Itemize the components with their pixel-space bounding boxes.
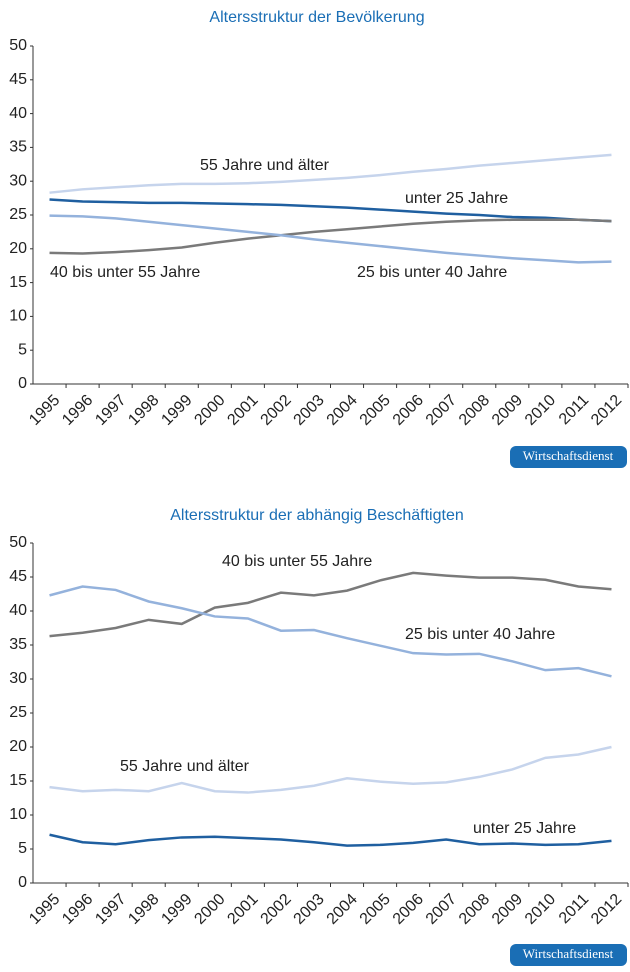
x-tick-label: 2000 xyxy=(191,891,228,928)
x-tick-label: 2001 xyxy=(224,891,261,928)
x-tick-label: 1995 xyxy=(26,891,63,928)
series-line xyxy=(49,585,612,678)
y-tick-label: 5 xyxy=(18,341,27,358)
series-label: 55 Jahre und älter xyxy=(200,157,330,174)
x-tick-label: 2008 xyxy=(456,891,493,928)
y-tick-label: 35 xyxy=(9,636,27,653)
chart: Altersstruktur der abhängig Beschäftigte… xyxy=(9,507,629,966)
x-tick-label: 1999 xyxy=(158,392,195,429)
x-tick-label: 2011 xyxy=(556,891,592,927)
y-tick-label: 15 xyxy=(9,274,27,291)
y-tick-label: 45 xyxy=(9,568,27,585)
x-tick-label: 2003 xyxy=(291,891,328,928)
series-label: 40 bis unter 55 Jahre xyxy=(222,553,372,570)
x-tick-label: 1996 xyxy=(59,392,96,429)
badge-text: Wirtschaftsdienst xyxy=(523,448,614,463)
x-tick-label: 2006 xyxy=(390,891,427,928)
x-tick-label: 1998 xyxy=(125,392,162,429)
x-tick-label: 2008 xyxy=(456,392,493,429)
x-tick-label: 2011 xyxy=(556,392,592,428)
x-tick-label: 2003 xyxy=(291,392,328,429)
series-label: unter 25 Jahre xyxy=(473,820,576,837)
series-line xyxy=(49,745,612,794)
x-tick-label: 2007 xyxy=(423,392,460,429)
y-tick-label: 0 xyxy=(18,375,27,392)
y-tick-label: 50 xyxy=(9,534,27,551)
series-line xyxy=(49,153,612,194)
series-label: unter 25 Jahre xyxy=(405,190,508,207)
badge xyxy=(510,446,627,468)
x-tick-label: 2005 xyxy=(357,392,394,429)
y-tick-label: 30 xyxy=(9,172,27,189)
y-tick-label: 35 xyxy=(9,139,27,156)
x-tick-label: 2004 xyxy=(324,392,361,429)
x-tick-label: 2012 xyxy=(588,392,625,429)
y-tick-label: 10 xyxy=(9,308,27,325)
y-tick-label: 25 xyxy=(9,206,27,223)
chart-title: Altersstruktur der abhängig Beschäftigte… xyxy=(170,507,464,524)
chart-title: Altersstruktur der Bevölkerung xyxy=(209,9,424,26)
x-tick-label: 1997 xyxy=(92,891,129,928)
y-tick-label: 30 xyxy=(9,670,27,687)
chart: Altersstruktur der Bevölkerung 0 5 10 15 20 25… xyxy=(9,9,629,468)
x-tick-label: 2012 xyxy=(588,891,625,928)
series-label: 25 bis unter 40 Jahre xyxy=(357,264,507,281)
x-tick-label: 1995 xyxy=(26,392,63,429)
series-label: 25 bis unter 40 Jahre xyxy=(405,626,555,643)
y-tick-label: 20 xyxy=(9,240,27,257)
y-tick-label: 50 xyxy=(9,37,27,54)
x-tick-label: 2007 xyxy=(423,891,460,928)
x-tick-label: 2000 xyxy=(191,392,228,429)
y-tick-label: 20 xyxy=(9,738,27,755)
y-tick-label: 5 xyxy=(18,840,27,857)
x-tick-label: 2010 xyxy=(522,891,559,928)
series-line xyxy=(49,218,612,255)
y-tick-label: 0 xyxy=(18,874,27,891)
series-label: 55 Jahre und älter xyxy=(120,758,250,775)
badge xyxy=(510,944,627,966)
x-tick-label: 2001 xyxy=(224,392,261,429)
x-tick-label: 2009 xyxy=(489,392,526,429)
x-tick-label: 2005 xyxy=(357,891,394,928)
y-tick-label: 15 xyxy=(9,772,27,789)
y-tick-label: 25 xyxy=(9,704,27,721)
y-tick-label: 40 xyxy=(9,105,27,122)
series-label: 40 bis unter 55 Jahre xyxy=(50,264,200,281)
y-tick-label: 40 xyxy=(9,602,27,619)
x-tick-label: 1996 xyxy=(59,891,96,928)
x-tick-label: 2004 xyxy=(324,891,361,928)
x-tick-label: 2010 xyxy=(522,392,559,429)
series-line xyxy=(49,833,612,847)
x-tick-label: 1998 xyxy=(125,891,162,928)
y-tick-label: 45 xyxy=(9,71,27,88)
x-tick-label: 2002 xyxy=(258,392,295,429)
badge-text: Wirtschaftsdienst xyxy=(523,946,614,961)
x-tick-label: 1997 xyxy=(92,392,129,429)
x-tick-label: 1999 xyxy=(158,891,195,928)
series-line xyxy=(49,214,612,264)
x-tick-label: 2006 xyxy=(390,392,427,429)
series-line xyxy=(49,198,612,223)
x-tick-label: 2002 xyxy=(258,891,295,928)
y-tick-label: 10 xyxy=(9,806,27,823)
x-tick-label: 2009 xyxy=(489,891,526,928)
series-line xyxy=(49,571,612,638)
